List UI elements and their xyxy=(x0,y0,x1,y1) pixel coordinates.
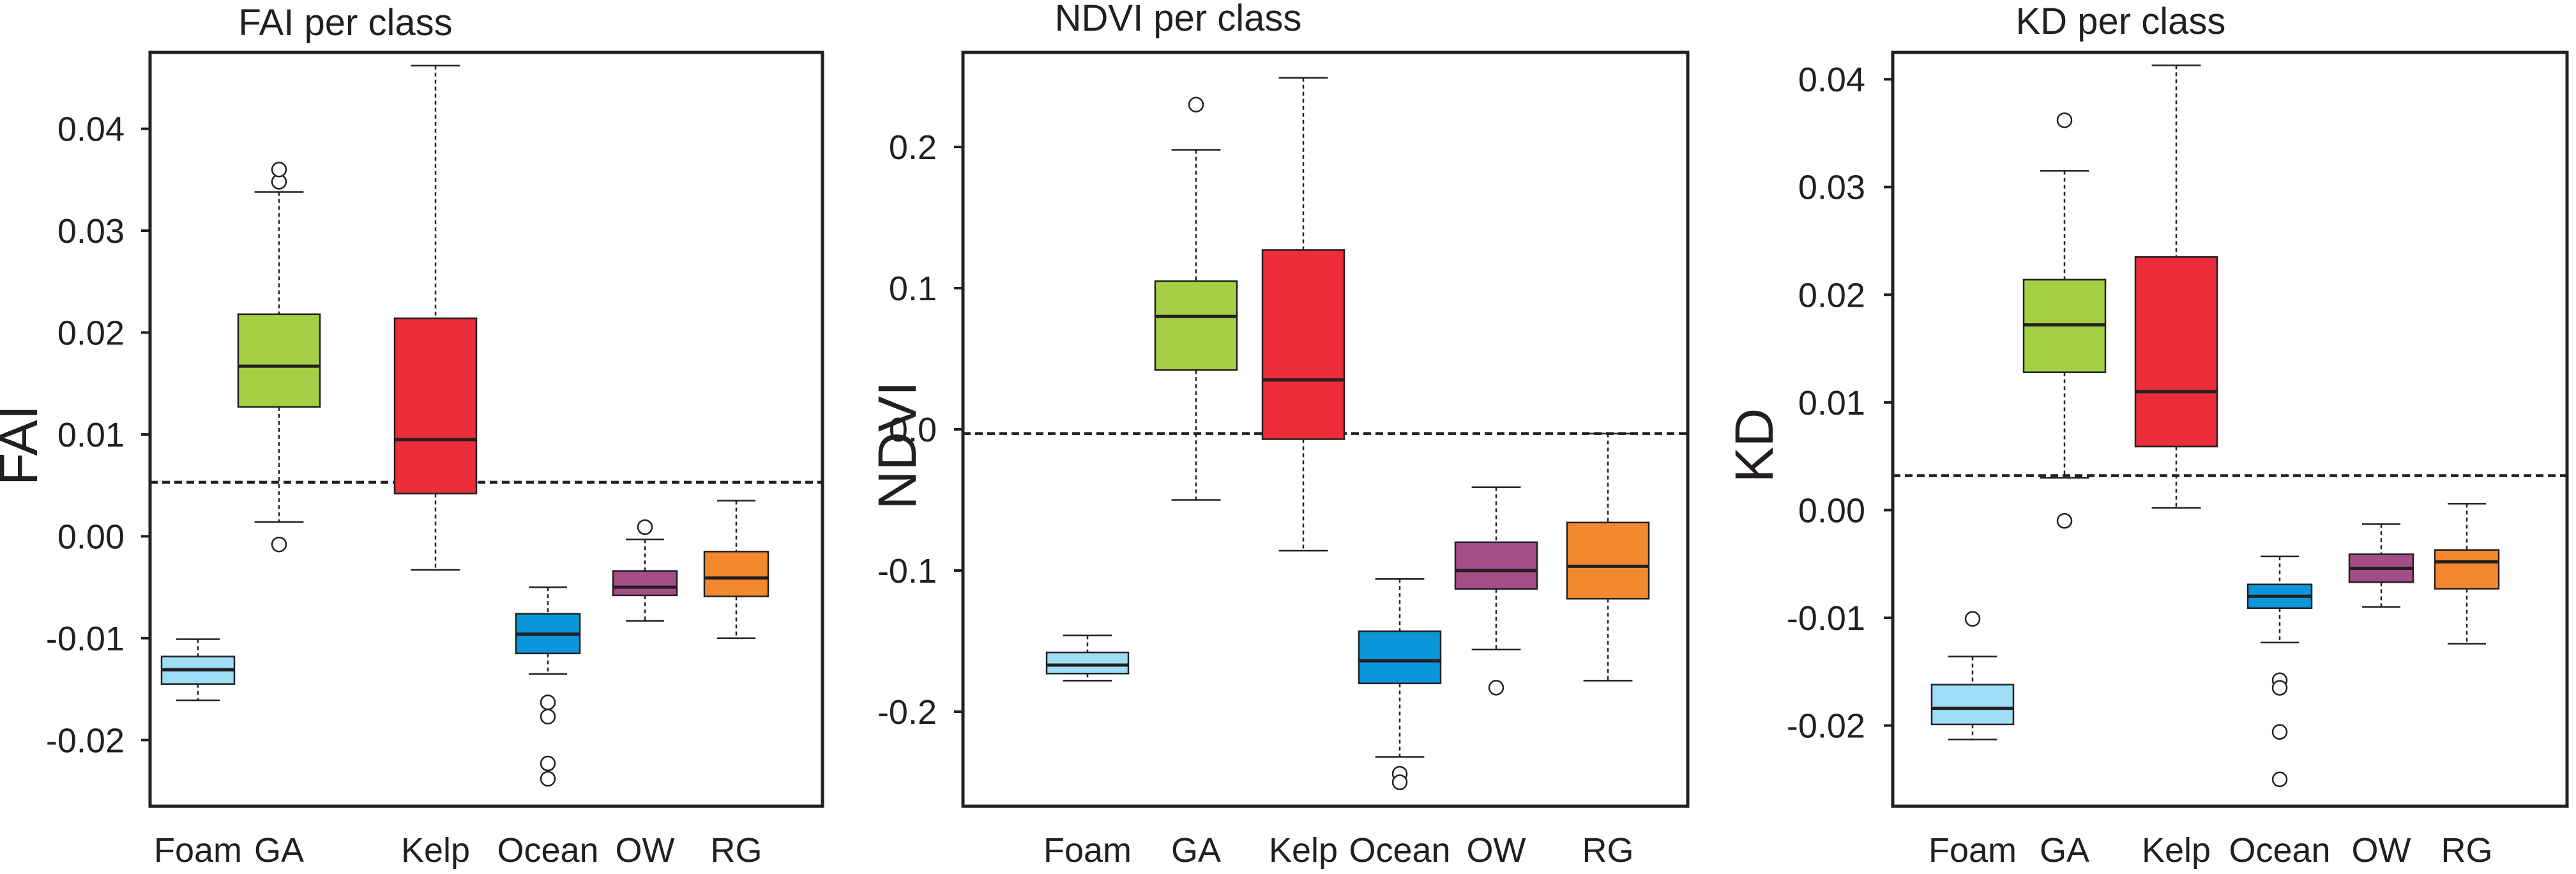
box-ga xyxy=(237,162,321,553)
y-tick-label: -0.02 xyxy=(46,721,125,760)
chart-title: NDVI per class xyxy=(1055,0,1302,39)
x-category-label: GA xyxy=(1171,831,1221,870)
outlier-point xyxy=(2271,724,2288,740)
chart-title: FAI per class xyxy=(238,2,452,43)
box-body xyxy=(612,570,678,597)
x-category-label: Ocean xyxy=(497,831,598,870)
y-tick-label: 0.0 xyxy=(889,411,937,449)
outlier-point xyxy=(1391,774,1408,790)
box-foam xyxy=(1045,634,1130,682)
x-category-label: Kelp xyxy=(1269,831,1338,870)
outlier-point xyxy=(271,162,287,178)
box-kelp xyxy=(1261,77,1345,552)
outlier-point xyxy=(1188,96,1204,113)
x-category-label: OW xyxy=(2352,831,2411,870)
chart-kd: KD per class KD -0.02 -0.01 0.00 0.01 0.02 0.… xyxy=(1724,1,2569,870)
outlier-point xyxy=(2056,112,2073,128)
box-ocean xyxy=(1358,578,1442,790)
outlier-point xyxy=(1964,611,1981,627)
box-kelp xyxy=(2134,64,2218,509)
outlier-point xyxy=(2056,513,2073,529)
x-category-label: OW xyxy=(616,831,675,870)
y-tick-label: -0.02 xyxy=(1787,707,1865,746)
outlier-point xyxy=(540,709,556,724)
box-body xyxy=(1261,249,1345,440)
box-body xyxy=(2434,549,2500,590)
box-body xyxy=(393,317,478,494)
y-tick-label: 0.00 xyxy=(1798,491,1865,530)
y-tick-label: 0.03 xyxy=(57,212,125,250)
chart-ndvi: NDVI per class NDVI -0.2 -0.1 0.0 0.1 0.2 Foa… xyxy=(867,0,1690,870)
box-ow xyxy=(612,519,678,622)
y-tick-label: -0.1 xyxy=(877,552,937,590)
y-tick-label: -0.01 xyxy=(1787,599,1865,638)
plot-frame xyxy=(1891,50,2569,808)
box-ga xyxy=(2022,112,2107,529)
y-tick-label: 0.03 xyxy=(1798,169,1865,207)
box-rg xyxy=(2434,503,2500,645)
x-category-label: Foam xyxy=(1928,831,2017,870)
x-category-label: GA xyxy=(2040,831,2089,870)
y-tick-label: 0.04 xyxy=(57,111,125,149)
y-tick-label: 0.02 xyxy=(57,314,125,353)
box-body xyxy=(1566,521,1650,600)
box-ocean xyxy=(515,586,581,787)
y-tick-label: 0.2 xyxy=(889,128,937,167)
box-ocean xyxy=(2246,555,2313,788)
x-category-label: RG xyxy=(1582,831,1634,870)
x-category-label: RG xyxy=(2441,831,2493,870)
chart-title: KD per class xyxy=(2016,1,2226,42)
y-tick-label: 0.1 xyxy=(889,270,937,308)
box-body xyxy=(2134,256,2218,448)
chart-fai: FAI per class FAI -0.02 -0.01 0.00 0.01 0.02… xyxy=(0,2,824,870)
plot-area: -0.02 -0.01 0.00 0.01 0.02 0.03 0.04 Foam GA Kelp… xyxy=(1787,50,2569,870)
box-ga xyxy=(1154,96,1238,501)
box-body xyxy=(237,313,321,408)
box-body xyxy=(703,551,769,597)
box-ow xyxy=(1454,486,1538,696)
outlier-point xyxy=(1488,680,1504,696)
outlier-point xyxy=(271,536,287,553)
x-category-label: Ocean xyxy=(1349,831,1450,870)
box-body xyxy=(1930,684,2015,726)
box-body xyxy=(1045,651,1130,675)
plot-frame xyxy=(148,50,824,808)
y-tick-label: 0.01 xyxy=(57,416,125,454)
box-rg xyxy=(1566,433,1650,682)
box-rg xyxy=(703,500,769,640)
outlier-point xyxy=(540,694,556,710)
box-kelp xyxy=(393,65,478,571)
box-foam xyxy=(160,638,236,702)
y-tick-label: -0.01 xyxy=(46,620,125,658)
x-category-label: Ocean xyxy=(2229,831,2330,870)
y-axis-label: FAI xyxy=(0,405,49,486)
y-tick-label: 0.01 xyxy=(1798,384,1865,422)
x-category-label: RG xyxy=(711,831,762,870)
y-axis-label: NDVI xyxy=(867,381,927,510)
plot-area: -0.02 -0.01 0.00 0.01 0.02 0.03 0.04 Foam GA Kelp… xyxy=(46,50,824,870)
box-body xyxy=(1454,541,1538,590)
outlier-point xyxy=(540,770,556,787)
y-tick-label: -0.2 xyxy=(877,693,937,732)
y-tick-label: 0.00 xyxy=(57,518,125,556)
x-category-label: OW xyxy=(1467,831,1526,870)
y-tick-label: 0.02 xyxy=(1798,276,1865,314)
box-ow xyxy=(2348,523,2414,608)
y-axis-label: KD xyxy=(1724,408,1784,483)
box-body xyxy=(1154,280,1238,371)
x-category-label: Kelp xyxy=(401,831,470,870)
outlier-point xyxy=(540,755,556,772)
outlier-point xyxy=(2271,680,2288,696)
outlier-point xyxy=(2271,771,2288,788)
outlier-point xyxy=(637,519,653,535)
x-category-label: GA xyxy=(254,831,304,870)
box-foam xyxy=(1930,611,2015,740)
box-body xyxy=(1358,630,1442,685)
x-category-label: Kelp xyxy=(2142,831,2211,870)
y-tick-label: 0.04 xyxy=(1798,61,1865,99)
x-category-label: Foam xyxy=(154,831,242,870)
x-category-label: Foam xyxy=(1043,831,1132,870)
plot-area: -0.2 -0.1 0.0 0.1 0.2 Foam GA Kelp Ocean OW RG xyxy=(877,50,1690,870)
